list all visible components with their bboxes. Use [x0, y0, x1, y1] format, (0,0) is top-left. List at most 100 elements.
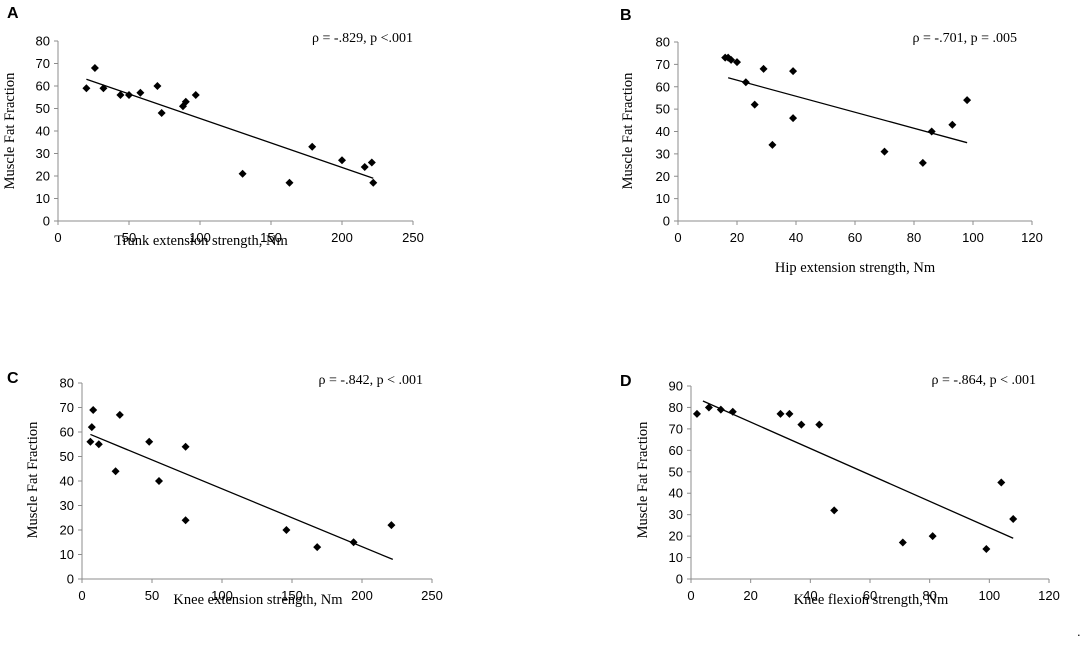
x-axis-title: Knee extension strength, Nm — [173, 592, 343, 608]
data-point — [99, 84, 108, 93]
data-point — [145, 437, 154, 446]
data-point — [313, 543, 322, 552]
data-point — [94, 440, 103, 449]
y-tick-label: 30 — [669, 507, 683, 522]
data-point — [360, 163, 369, 171]
data-point — [704, 403, 713, 412]
correlation-annotation: ρ = -.829, p <.001 — [312, 31, 413, 46]
data-point — [741, 78, 750, 87]
panel-label: D — [620, 373, 632, 390]
data-point — [308, 142, 317, 151]
data-point — [82, 84, 91, 93]
x-tick-label: 120 — [1021, 230, 1043, 245]
y-tick-label: 90 — [669, 379, 683, 394]
x-tick-label: 150 — [260, 230, 282, 245]
trailing-period: . — [1077, 624, 1081, 639]
data-point — [785, 409, 794, 418]
data-point — [87, 423, 96, 432]
x-tick-label: 0 — [687, 588, 694, 603]
y-tick-label: 50 — [656, 102, 670, 117]
data-point — [759, 64, 768, 73]
y-tick-label: 50 — [60, 449, 74, 464]
y-tick-label: 70 — [60, 400, 74, 415]
data-point — [155, 477, 163, 485]
y-tick-label: 70 — [656, 57, 670, 72]
trendline — [727, 77, 968, 144]
data-point — [387, 521, 396, 530]
data-point — [181, 516, 190, 525]
panel-label: C — [7, 370, 19, 387]
data-point — [768, 140, 777, 149]
x-tick-label: 100 — [962, 230, 984, 245]
data-point — [86, 437, 95, 446]
correlation-annotation: ρ = -.842, p < .001 — [319, 373, 423, 388]
data-point — [789, 67, 798, 76]
data-point — [898, 538, 907, 547]
x-tick-label: 0 — [78, 588, 85, 603]
y-axis-title: Muscle Fat Fraction — [25, 421, 41, 539]
x-tick-label: 80 — [922, 588, 936, 603]
x-tick-label: 60 — [863, 588, 877, 603]
data-point — [282, 526, 291, 534]
x-axis-title: Trunk extension strength, Nm — [114, 233, 288, 249]
data-point — [181, 442, 190, 451]
y-axis-title: Muscle Fat Fraction — [620, 72, 636, 190]
data-point — [692, 409, 701, 418]
trendline — [86, 78, 374, 179]
data-point — [880, 147, 889, 156]
y-tick-label: 10 — [60, 547, 74, 562]
data-point — [157, 109, 166, 117]
correlation-annotation: ρ = -.864, p < .001 — [932, 373, 1036, 388]
y-tick-label: 0 — [67, 572, 74, 587]
y-tick-label: 10 — [669, 550, 683, 565]
y-axis-title: Muscle Fat Fraction — [2, 72, 18, 190]
y-tick-label: 30 — [60, 498, 74, 513]
x-tick-label: 150 — [281, 588, 303, 603]
data-point — [285, 178, 294, 187]
y-tick-label: 0 — [43, 214, 50, 229]
data-point — [727, 55, 736, 64]
trendline — [702, 400, 1014, 539]
y-tick-label: 10 — [36, 191, 50, 206]
x-axis-title: Hip extension strength, Nm — [775, 260, 936, 276]
data-point — [997, 478, 1006, 487]
panel-label: A — [7, 5, 19, 22]
y-tick-label: 0 — [676, 572, 683, 587]
trendline — [90, 433, 394, 561]
y-tick-label: 20 — [36, 169, 50, 184]
data-point — [89, 405, 98, 414]
y-tick-label: 50 — [36, 101, 50, 116]
data-point — [181, 97, 190, 106]
y-tick-label: 20 — [60, 523, 74, 538]
x-tick-label: 50 — [145, 588, 159, 603]
correlation-annotation: ρ = -.701, p = .005 — [913, 31, 1017, 46]
data-point — [1009, 514, 1018, 523]
y-tick-label: 40 — [656, 124, 670, 139]
x-tick-label: 100 — [189, 230, 211, 245]
x-tick-label: 250 — [402, 230, 424, 245]
x-tick-label: 0 — [54, 230, 61, 245]
x-axis-title: Knee flexion strength, Nm — [794, 592, 949, 608]
panel-b: B 0 10 20 30 40 50 60 70 80 0 20 40 60 80 100 120 Hip ext… — [620, 7, 1043, 276]
y-tick-label: 80 — [656, 35, 670, 50]
x-tick-label: 20 — [743, 588, 757, 603]
data-point — [90, 64, 99, 72]
y-tick-label: 70 — [36, 56, 50, 71]
y-tick-label: 40 — [669, 486, 683, 501]
y-tick-label: 60 — [669, 443, 683, 458]
data-point — [238, 169, 247, 178]
data-point — [776, 409, 785, 418]
panel-d: D 0 10 20 30 40 50 60 70 80 90 0 20 40 60 80 100 120 Knee … — [620, 373, 1060, 608]
data-point — [789, 114, 798, 123]
data-point — [797, 420, 806, 429]
x-tick-label: 0 — [674, 230, 681, 245]
y-tick-label: 20 — [656, 169, 670, 184]
data-point — [115, 410, 124, 419]
y-tick-label: 80 — [36, 34, 50, 49]
y-tick-label: 40 — [60, 474, 74, 489]
data-point — [125, 91, 133, 99]
y-tick-label: 40 — [36, 124, 50, 139]
y-tick-label: 30 — [36, 146, 50, 161]
y-tick-label: 50 — [669, 464, 683, 479]
data-point — [728, 407, 737, 416]
